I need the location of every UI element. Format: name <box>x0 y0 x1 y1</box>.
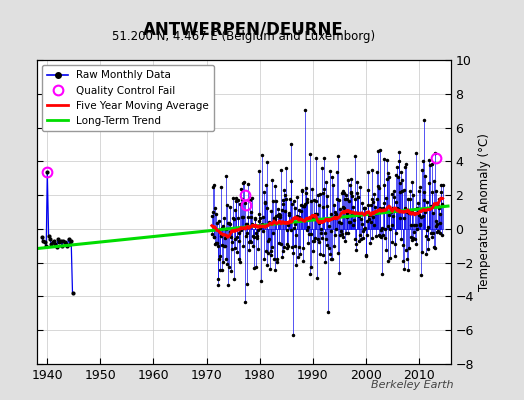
Title: ANTWERPEN/DEURNE: ANTWERPEN/DEURNE <box>143 21 344 39</box>
Legend: Raw Monthly Data, Quality Control Fail, Five Year Moving Average, Long-Term Tren: Raw Monthly Data, Quality Control Fail, … <box>42 65 214 131</box>
Y-axis label: Temperature Anomaly (°C): Temperature Anomaly (°C) <box>478 133 491 291</box>
Text: Berkeley Earth: Berkeley Earth <box>371 380 453 390</box>
Text: 51.200 N, 4.467 E (Belgium and Luxemborg): 51.200 N, 4.467 E (Belgium and Luxemborg… <box>112 30 375 43</box>
